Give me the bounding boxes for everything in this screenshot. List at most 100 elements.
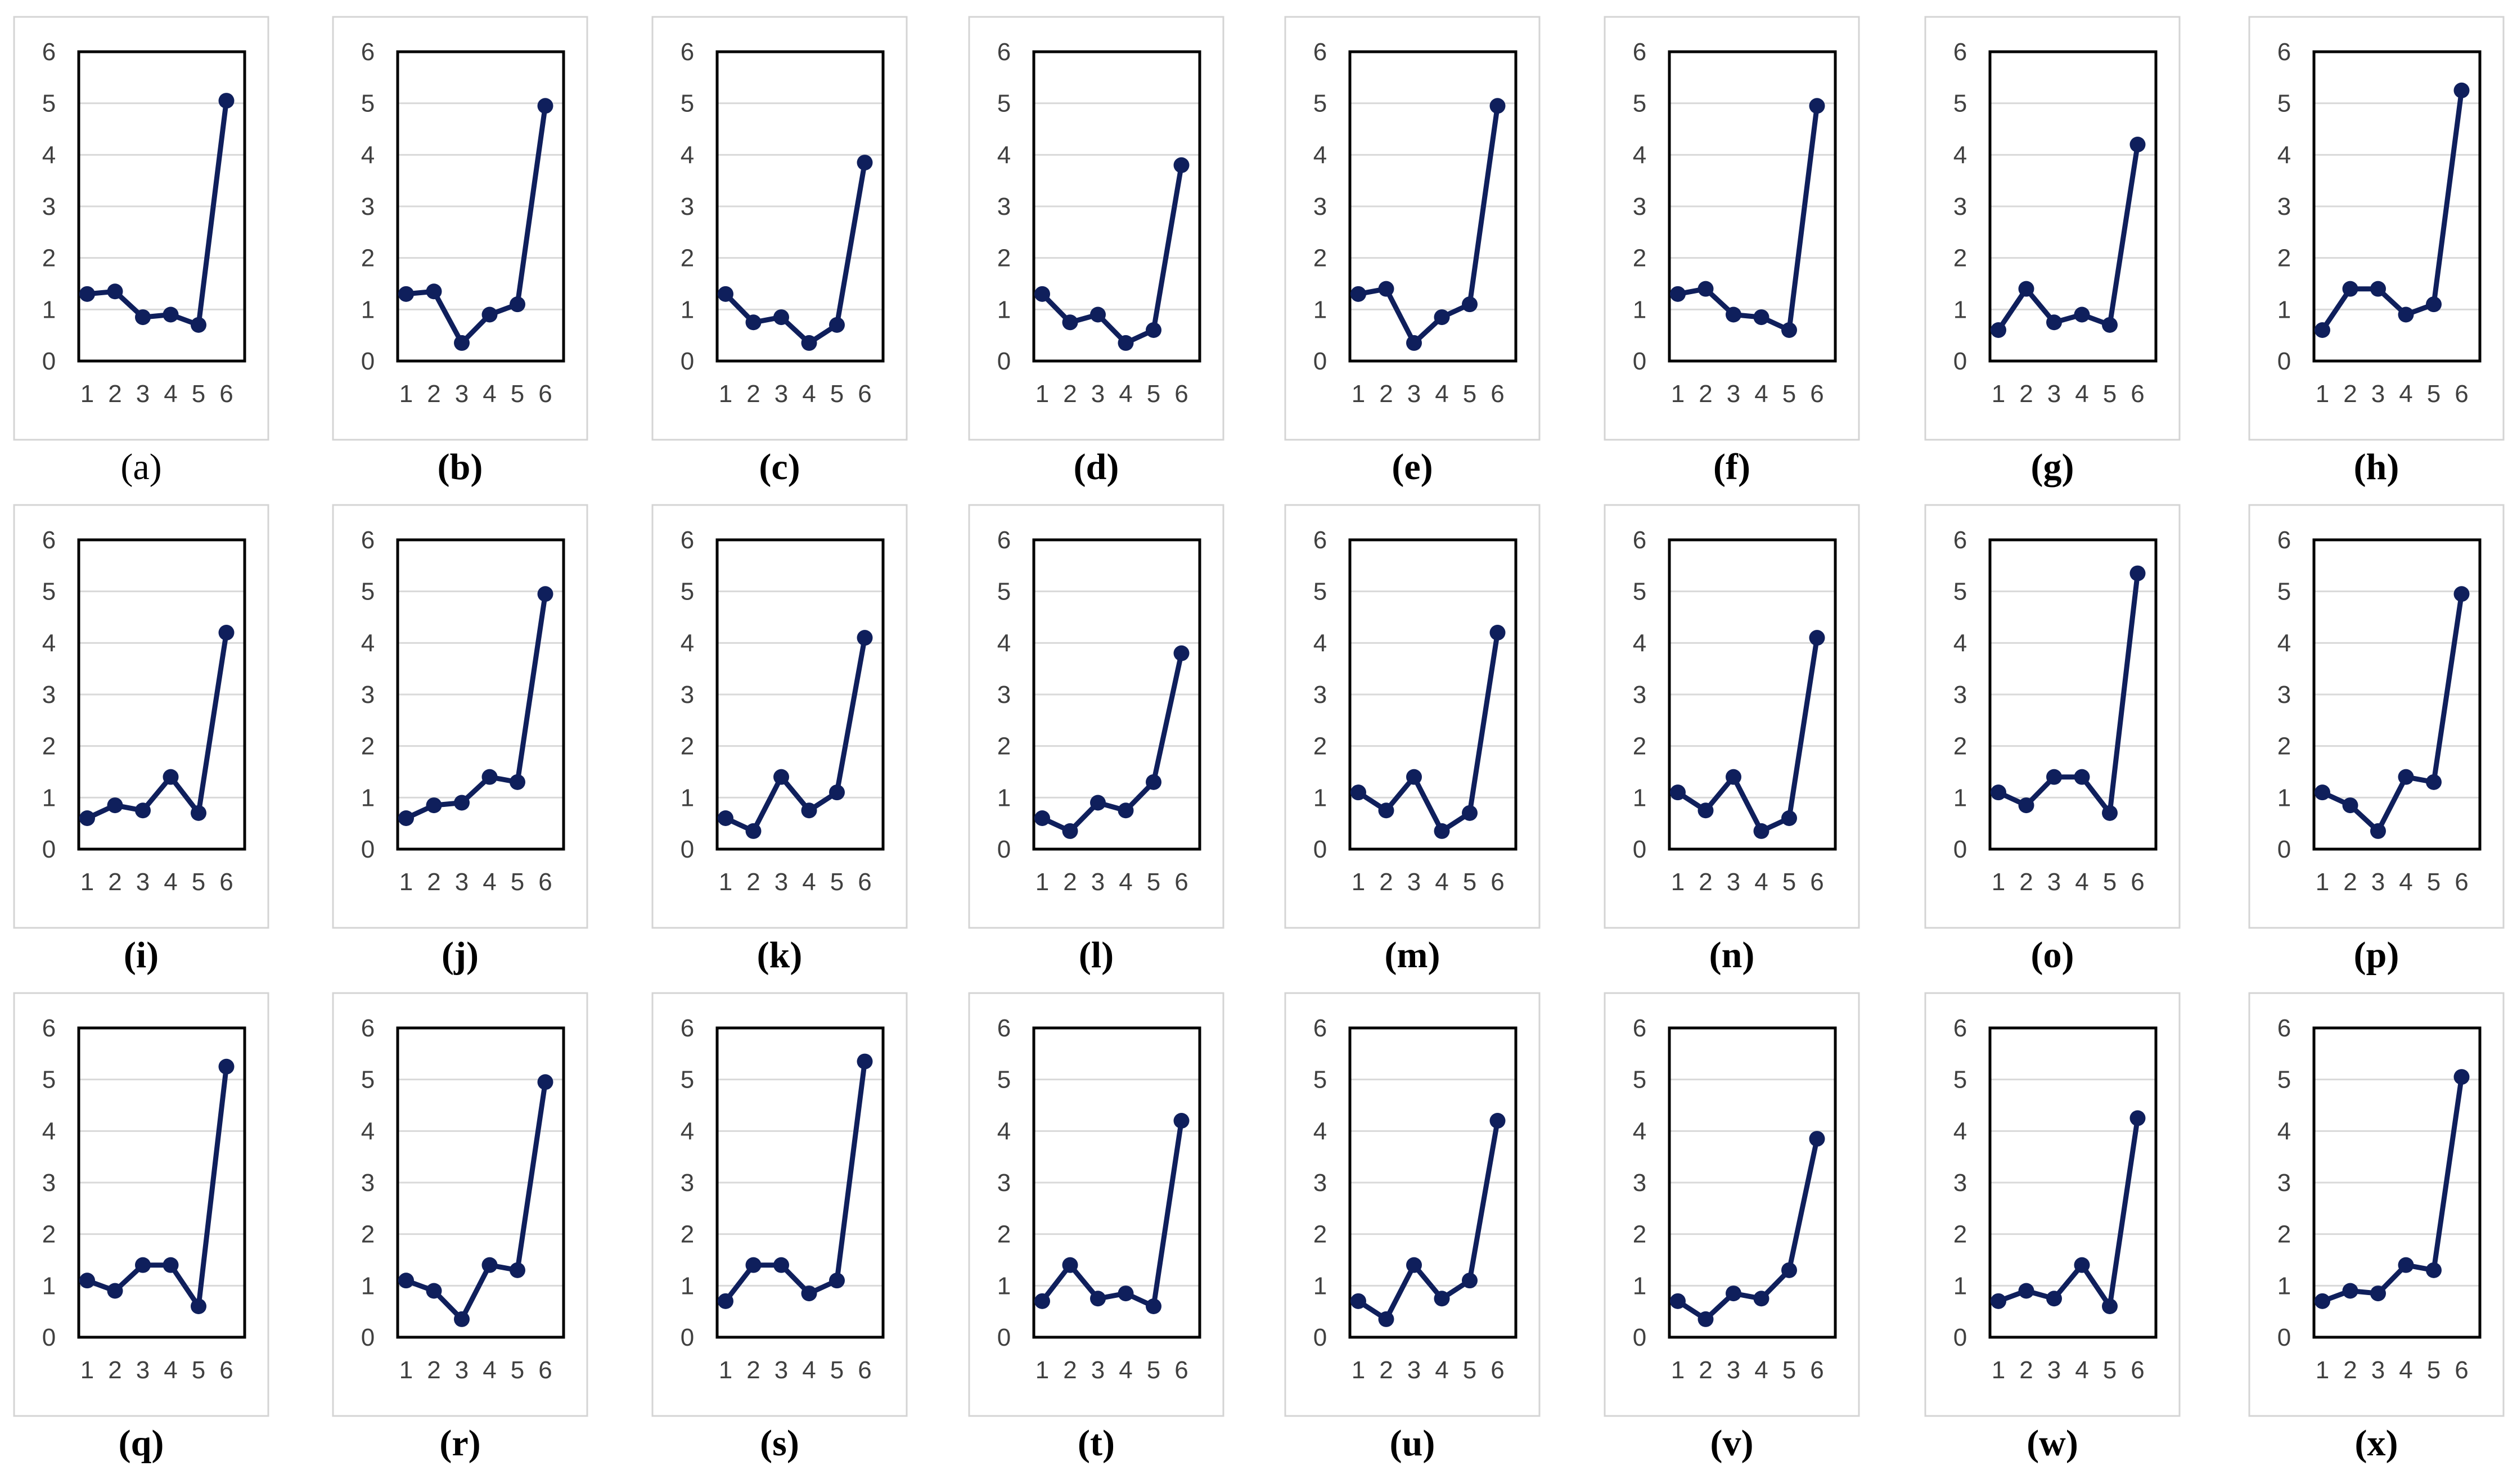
chart-6-y-tick-label: 2 bbox=[1633, 245, 1646, 272]
chart-21-x-tick-label: 5 bbox=[1463, 1356, 1476, 1384]
chart-19-y-tick-label: 0 bbox=[681, 1324, 694, 1351]
chart-24-data-point bbox=[2342, 1283, 2358, 1299]
chart-8-y-tick-label: 2 bbox=[2277, 245, 2291, 272]
chart-10-x-tick-label: 2 bbox=[427, 868, 440, 896]
chart-20-y-tick-label: 4 bbox=[997, 1117, 1011, 1145]
chart-14-panel bbox=[1604, 504, 1860, 929]
chart-21-y-tick-label: 1 bbox=[1313, 1272, 1327, 1300]
chart-4-x-tick-label: 1 bbox=[1035, 380, 1049, 408]
chart-18-plot-area bbox=[396, 1026, 565, 1339]
chart-9-y-tick-label: 0 bbox=[42, 836, 56, 863]
chart-19-y-tick-label: 2 bbox=[681, 1221, 694, 1248]
chart-21-data-point bbox=[1378, 1311, 1394, 1327]
chart-20-y-tick-label: 3 bbox=[997, 1169, 1011, 1197]
chart-18-data-point bbox=[398, 1273, 414, 1289]
chart-3-data-point bbox=[829, 317, 845, 333]
chart-1-x-tick-label: 6 bbox=[219, 380, 233, 408]
chart-5-y-tick-label: 6 bbox=[1313, 38, 1327, 66]
chart-2-y-tick-label: 6 bbox=[361, 38, 375, 66]
chart-20-caption: (t) bbox=[1078, 1423, 1115, 1464]
chart-8-data-point bbox=[2370, 281, 2386, 297]
chart-10-x-tick-label: 3 bbox=[455, 868, 469, 896]
chart-11-data-point bbox=[745, 823, 762, 839]
chart-23-data-point bbox=[2074, 1257, 2090, 1273]
chart-14-data-point bbox=[1781, 810, 1797, 826]
chart-10-data-point bbox=[481, 769, 498, 785]
chart-19-x-tick-label: 5 bbox=[830, 1356, 844, 1384]
chart-17-data-point bbox=[79, 1273, 95, 1289]
chart-22-data-point bbox=[1697, 1311, 1714, 1327]
chart-5-x-tick-label: 2 bbox=[1379, 380, 1393, 408]
chart-21-x-tick-label: 6 bbox=[1491, 1356, 1504, 1384]
chart-6-caption: (f) bbox=[1713, 446, 1750, 488]
chart-20-y-tick-label: 5 bbox=[997, 1066, 1011, 1094]
chart-3-data-point bbox=[857, 155, 873, 171]
chart-13-y-tick-label: 1 bbox=[1313, 784, 1327, 811]
chart-22-plot-area bbox=[1668, 1026, 1837, 1339]
chart-21-data-point bbox=[1434, 1291, 1450, 1307]
chart-19-data-point bbox=[745, 1257, 762, 1273]
chart-11-y-tick-label: 4 bbox=[681, 629, 694, 657]
chart-2-data-point bbox=[398, 286, 414, 302]
chart-2-y-tick-label: 5 bbox=[361, 90, 375, 118]
chart-6-x-tick-label: 1 bbox=[1671, 380, 1685, 408]
chart-5-y-tick-label: 0 bbox=[1313, 348, 1327, 375]
chart-19-y-tick-label: 3 bbox=[681, 1169, 694, 1197]
chart-9-x-tick-label: 4 bbox=[164, 868, 177, 896]
chart-10-data-point bbox=[510, 774, 525, 790]
chart-14-y-tick-label: 3 bbox=[1633, 681, 1646, 709]
chart-23-x-tick-label: 4 bbox=[2075, 1356, 2088, 1384]
chart-7-caption: (g) bbox=[2031, 446, 2074, 488]
chart-15-y-tick-label: 1 bbox=[1953, 784, 1967, 811]
chart-22-x-tick-label: 5 bbox=[1782, 1356, 1796, 1384]
chart-14-data-point bbox=[1697, 802, 1714, 819]
chart-21-plot-area bbox=[1348, 1026, 1518, 1339]
chart-16-x-tick-label: 2 bbox=[2343, 868, 2357, 896]
chart-9-data-point bbox=[191, 805, 206, 821]
chart-7-y-tick-label: 1 bbox=[1953, 296, 1967, 323]
chart-14-x-tick-label: 1 bbox=[1671, 868, 1685, 896]
chart-8-data-point bbox=[2398, 306, 2414, 323]
chart-23-x-tick-label: 5 bbox=[2103, 1356, 2117, 1384]
chart-8-data-point bbox=[2453, 82, 2470, 98]
chart-20-data-point bbox=[1118, 1285, 1134, 1302]
chart-7-data-point bbox=[2102, 317, 2118, 333]
chart-10-data-point bbox=[454, 795, 470, 811]
chart-9-y-tick-label: 3 bbox=[42, 681, 56, 709]
chart-22-data-point bbox=[1781, 1262, 1797, 1278]
chart-12-data-point bbox=[1062, 823, 1078, 839]
chart-22-x-tick-label: 4 bbox=[1754, 1356, 1768, 1384]
chart-3-y-tick-label: 6 bbox=[681, 38, 694, 66]
chart-1-x-tick-label: 5 bbox=[192, 380, 205, 408]
chart-12-x-tick-label: 3 bbox=[1091, 868, 1105, 896]
chart-22-y-tick-label: 2 bbox=[1633, 1221, 1646, 1248]
chart-8-y-tick-label: 1 bbox=[2277, 296, 2291, 323]
chart-16-x-tick-label: 1 bbox=[2316, 868, 2329, 896]
chart-18-x-tick-label: 5 bbox=[511, 1356, 524, 1384]
chart-17-y-tick-label: 1 bbox=[42, 1272, 56, 1300]
chart-12-y-tick-label: 2 bbox=[997, 733, 1011, 760]
chart-6-y-tick-label: 5 bbox=[1633, 90, 1646, 118]
chart-5-x-tick-label: 5 bbox=[1463, 380, 1476, 408]
chart-15-y-tick-label: 4 bbox=[1953, 629, 1967, 657]
chart-8-y-tick-label: 5 bbox=[2277, 90, 2291, 118]
chart-7-panel bbox=[1924, 16, 2181, 441]
chart-15-y-tick-label: 2 bbox=[1953, 733, 1967, 760]
chart-7-data-point bbox=[2129, 137, 2146, 152]
chart-3-caption: (c) bbox=[759, 446, 800, 488]
chart-13-y-tick-label: 4 bbox=[1313, 629, 1327, 657]
chart-4-data-point bbox=[1146, 322, 1161, 338]
chart-13-x-tick-label: 5 bbox=[1463, 868, 1476, 896]
chart-16-y-tick-label: 2 bbox=[2277, 733, 2291, 760]
chart-15-plot-area bbox=[1988, 538, 2158, 851]
chart-20-x-tick-label: 4 bbox=[1119, 1356, 1132, 1384]
chart-12-caption: (l) bbox=[1079, 935, 1114, 976]
chart-4-panel bbox=[968, 16, 1224, 441]
chart-6-plot-area bbox=[1668, 50, 1837, 363]
chart-17-data-point bbox=[163, 1257, 179, 1273]
chart-7-y-tick-label: 2 bbox=[1953, 245, 1967, 272]
chart-9-y-tick-label: 6 bbox=[42, 526, 56, 554]
chart-4-x-tick-label: 6 bbox=[1174, 380, 1188, 408]
